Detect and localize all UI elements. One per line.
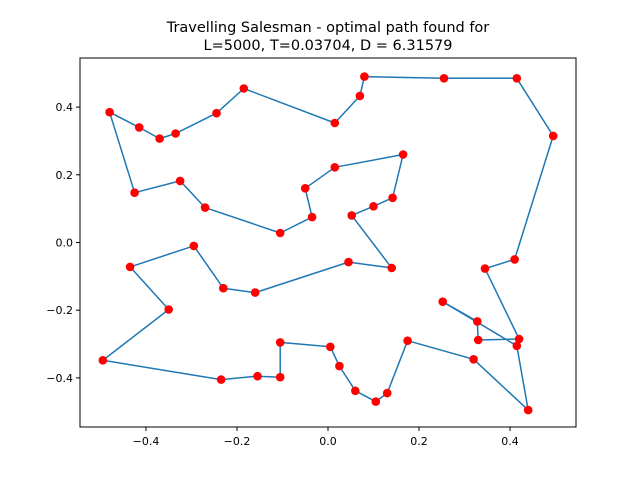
- city-point-1: [134, 123, 144, 132]
- x-tick-label: 0.2: [410, 435, 428, 448]
- city-point-28: [275, 372, 285, 382]
- city-point-38: [387, 263, 397, 273]
- city-point-8: [360, 72, 369, 81]
- city-point-19: [523, 405, 533, 415]
- city-point-21: [403, 336, 412, 346]
- city-point-5: [239, 84, 249, 93]
- y-tick-label: 0.4: [56, 101, 74, 114]
- y-tick-label: −0.4: [46, 372, 73, 385]
- x-tick-label: 0.0: [319, 435, 337, 448]
- city-point-27: [275, 338, 285, 347]
- x-tick-label: −0.2: [224, 435, 251, 448]
- city-point-31: [98, 356, 108, 365]
- city-point-43: [330, 163, 340, 172]
- city-point-25: [335, 361, 344, 371]
- city-point-22: [382, 388, 392, 398]
- city-point-45: [307, 212, 317, 222]
- city-point-0: [105, 107, 114, 117]
- city-point-26: [326, 342, 335, 352]
- city-point-34: [189, 241, 199, 251]
- city-point-46: [275, 228, 285, 238]
- city-point-49: [130, 188, 139, 197]
- city-point-33: [125, 262, 135, 272]
- x-tick-label: 0.4: [501, 435, 519, 448]
- city-point-12: [510, 255, 519, 264]
- city-point-42: [398, 150, 408, 159]
- city-point-10: [512, 74, 522, 83]
- city-point-20: [469, 355, 478, 364]
- y-tick-label: −0.2: [46, 304, 73, 317]
- chart-title-line-1: Travelling Salesman - optimal path found…: [166, 20, 490, 36]
- city-point-29: [253, 371, 262, 381]
- y-tick-label: 0.0: [56, 237, 74, 250]
- city-point-3: [171, 129, 180, 138]
- city-point-2: [155, 134, 164, 143]
- axes: −0.4 −0.2 0.0 0.2 0.4 −0.4 −0.2 0.0 0.2 0.4: [46, 101, 518, 448]
- city-point-37: [344, 257, 353, 267]
- city-point-30: [216, 375, 226, 384]
- city-point-35: [219, 283, 228, 293]
- city-point-4: [212, 108, 221, 118]
- city-point-18: [512, 341, 522, 351]
- chart-title-line-2: L=5000, T=0.03704, D = 6.31579: [203, 38, 452, 54]
- city-point-17: [438, 297, 448, 307]
- city-point-13: [480, 264, 490, 273]
- city-point-23: [371, 397, 381, 406]
- city-point-47: [200, 203, 210, 212]
- plot-area: [98, 72, 558, 415]
- city-point-14: [514, 334, 524, 344]
- city-point-44: [300, 184, 310, 193]
- city-point-6: [330, 118, 340, 128]
- y-tick-label: 0.2: [56, 169, 74, 182]
- city-point-11: [548, 131, 558, 141]
- city-point-40: [369, 202, 378, 211]
- city-point-7: [355, 91, 365, 101]
- city-point-9: [439, 74, 449, 83]
- city-point-32: [164, 305, 173, 314]
- x-tick-label: −0.4: [133, 435, 160, 448]
- city-point-16: [473, 317, 482, 326]
- city-point-36: [250, 288, 260, 297]
- city-point-39: [347, 211, 357, 220]
- city-point-15: [473, 335, 483, 345]
- city-point-41: [388, 193, 397, 203]
- city-point-24: [351, 386, 360, 396]
- city-point-48: [175, 176, 185, 186]
